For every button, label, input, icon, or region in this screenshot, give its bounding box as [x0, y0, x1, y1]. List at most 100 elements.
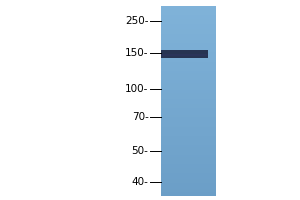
Bar — [160, 144, 216, 145]
Bar — [160, 158, 216, 159]
Bar — [160, 20, 216, 21]
Bar — [160, 84, 216, 85]
Bar — [160, 37, 216, 38]
Bar — [160, 6, 216, 7]
Bar — [160, 146, 216, 147]
Bar — [160, 139, 216, 140]
Bar — [160, 125, 216, 126]
Bar — [160, 68, 216, 69]
Bar — [160, 129, 216, 130]
Bar — [160, 114, 216, 115]
Bar — [160, 36, 216, 37]
Bar — [160, 75, 216, 76]
Bar — [160, 119, 216, 120]
Bar — [160, 172, 216, 173]
Bar — [160, 132, 216, 133]
Bar — [160, 28, 216, 29]
Bar — [160, 70, 216, 71]
Bar — [160, 23, 216, 24]
Bar — [160, 80, 216, 81]
Bar — [160, 182, 216, 183]
Bar — [160, 94, 216, 95]
Bar — [160, 35, 216, 36]
Bar — [160, 34, 216, 35]
Bar — [160, 185, 216, 186]
Bar — [160, 50, 208, 58]
Bar — [160, 146, 216, 147]
Bar — [160, 169, 216, 170]
Bar — [160, 11, 216, 12]
Bar — [160, 152, 216, 153]
Bar — [160, 108, 216, 109]
Bar — [160, 90, 216, 91]
Bar — [160, 39, 216, 40]
Bar — [160, 145, 216, 146]
Bar — [160, 184, 216, 185]
Bar — [160, 116, 216, 117]
Bar — [160, 165, 216, 166]
Bar — [160, 69, 216, 70]
Bar — [161, 54, 207, 56]
Bar — [160, 139, 216, 140]
Bar — [160, 46, 216, 47]
Bar — [160, 151, 216, 152]
Bar — [160, 163, 216, 164]
Bar — [160, 12, 216, 13]
Bar — [160, 83, 216, 84]
Bar — [160, 103, 216, 104]
Bar — [160, 27, 216, 28]
Bar — [160, 49, 216, 50]
Bar — [160, 113, 216, 114]
Bar — [160, 168, 216, 169]
Bar — [160, 72, 216, 73]
Bar — [160, 62, 216, 63]
Bar — [160, 68, 216, 69]
Bar — [160, 32, 216, 33]
Bar — [160, 144, 216, 145]
Bar — [160, 134, 216, 135]
Bar — [160, 17, 216, 18]
Bar — [160, 188, 216, 189]
Bar — [160, 82, 216, 83]
Bar — [160, 56, 216, 57]
Bar — [160, 157, 216, 158]
Bar — [160, 10, 216, 11]
Bar — [160, 182, 216, 183]
Bar — [160, 49, 216, 50]
Bar — [160, 42, 216, 43]
Bar — [160, 99, 216, 100]
Bar — [160, 158, 216, 159]
Bar — [160, 160, 216, 161]
Text: 250-: 250- — [125, 16, 148, 26]
Bar — [160, 101, 216, 102]
Bar — [160, 61, 216, 62]
Bar — [160, 59, 216, 60]
Bar — [160, 148, 216, 149]
Bar — [160, 130, 216, 131]
Bar — [160, 63, 216, 64]
Bar — [160, 88, 216, 89]
Bar — [160, 167, 216, 168]
Text: 40-: 40- — [132, 177, 148, 187]
Bar — [160, 189, 216, 190]
Bar — [160, 164, 216, 165]
Bar — [160, 101, 216, 102]
Bar — [160, 122, 216, 123]
Bar — [160, 111, 216, 112]
Bar — [160, 136, 216, 137]
Bar — [160, 30, 216, 31]
Bar — [160, 77, 216, 78]
Bar — [160, 18, 216, 19]
Bar — [160, 50, 216, 51]
Bar — [160, 179, 216, 180]
Bar — [160, 190, 216, 191]
Bar — [160, 100, 216, 101]
Bar — [160, 180, 216, 181]
Bar — [160, 102, 216, 103]
Bar — [160, 155, 216, 156]
Bar — [160, 19, 216, 20]
Bar — [160, 92, 216, 93]
Bar — [160, 84, 216, 85]
Bar — [160, 27, 216, 28]
Bar — [160, 177, 216, 178]
